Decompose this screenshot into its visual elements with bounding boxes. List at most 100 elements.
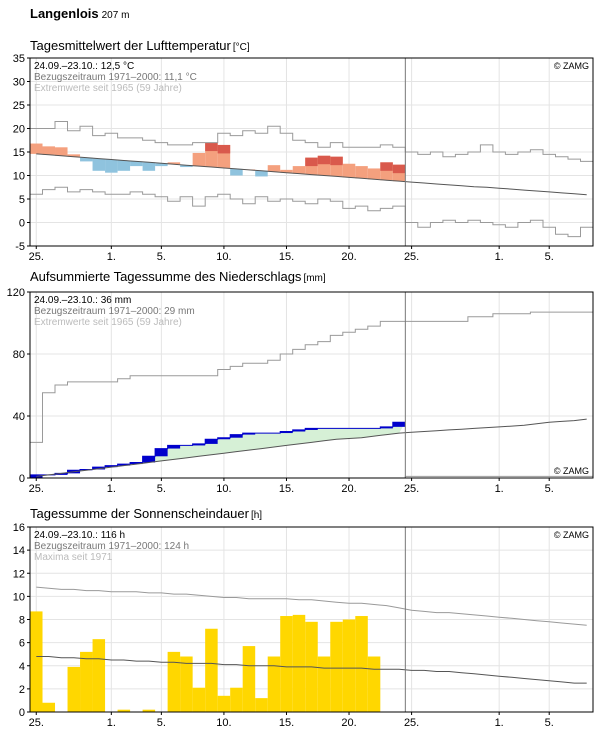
y-tick-label: 30 <box>13 77 25 89</box>
sunshine-bar <box>42 702 56 712</box>
precipitation-bar <box>117 464 131 466</box>
x-tick-label: 1. <box>107 251 116 263</box>
temperature-bar <box>230 168 243 176</box>
temperature-title-text: Tagesmittelwert der Lufttemperatur <box>30 38 231 53</box>
precipitation-bar <box>230 434 243 438</box>
y-tick-label: 4 <box>19 661 25 673</box>
sunshine-bar <box>367 656 381 712</box>
temperature-bar-extreme <box>305 157 318 167</box>
x-tick-label: 10. <box>216 483 231 495</box>
x-tick-label: 5. <box>545 483 554 495</box>
temperature-bar <box>267 165 281 172</box>
sunshine-bar <box>167 651 181 712</box>
legend-line: Bezugszeitraum 1971–2000: 124 h <box>34 541 189 552</box>
temperature-bar-extreme <box>392 164 406 174</box>
x-tick-label: 5. <box>545 717 554 729</box>
temperature-bar <box>280 169 293 173</box>
precipitation-bar <box>292 429 306 432</box>
precipitation-normal-line <box>36 418 587 477</box>
x-tick-label: 15. <box>279 251 294 263</box>
x-tick-label: 25. <box>404 251 419 263</box>
sunshine-unit: [h] <box>250 510 263 521</box>
precipitation-chart-title: Aufsummierte Tagessumme des Niederschlag… <box>30 269 326 284</box>
temperature-bar <box>342 163 356 178</box>
temperature-bar <box>255 170 268 177</box>
sunshine-bar <box>217 695 231 712</box>
precipitation-bar <box>105 465 118 468</box>
precipitation-bar <box>380 426 393 429</box>
y-tick-label: 2 <box>19 684 25 696</box>
temperature-bar <box>80 157 93 162</box>
station-altitude: 207 m <box>101 10 130 21</box>
temperature-bar-extreme <box>330 156 343 166</box>
legend-line: 24.09.–23.10.: 116 h <box>34 530 125 541</box>
x-tick-label: 20. <box>341 251 356 263</box>
precipitation-surplus-area <box>30 422 406 477</box>
credit-label: © ZAMG <box>554 466 589 476</box>
precipitation-bar <box>280 431 293 434</box>
temperature-bar <box>167 162 181 165</box>
plot-frame <box>29 291 594 479</box>
precipitation-bar <box>167 445 181 449</box>
sunshine-bar <box>267 656 281 712</box>
x-tick-label: 20. <box>341 717 356 729</box>
temperature-bar <box>130 161 143 167</box>
y-tick-label: 10 <box>13 591 25 603</box>
x-tick-label: 1. <box>107 483 116 495</box>
credit-label: © ZAMG <box>554 530 589 540</box>
station-name: Langenlois <box>30 6 99 21</box>
sunshine-normal-line <box>36 656 587 684</box>
temperature-unit: [°C] <box>232 42 250 53</box>
y-tick-label: 5 <box>19 194 25 206</box>
temperature-chart-title: Tagesmittelwert der Lufttemperatur [°C] <box>30 38 250 53</box>
temperature-bar <box>192 152 206 167</box>
sunshine-bar <box>230 687 243 712</box>
temperature-bar <box>355 166 368 179</box>
precipitation-bar <box>205 439 218 444</box>
precipitation-bar <box>242 433 256 435</box>
sunshine-bar <box>117 709 131 712</box>
x-tick-label: 1. <box>495 717 504 729</box>
y-tick-label: 20 <box>13 124 25 136</box>
temperature-bar <box>367 168 381 180</box>
sunshine-title-text: Tagessumme der Sonnenscheindauer <box>30 506 249 521</box>
temperature-bar <box>180 165 193 168</box>
precipitation-bar <box>305 428 318 430</box>
x-tick-label: 25. <box>29 717 44 729</box>
temperature-extreme-min-line <box>30 186 593 238</box>
temperature-bar <box>55 147 68 156</box>
y-tick-label: 12 <box>13 568 25 580</box>
y-tick-label: 80 <box>13 349 25 361</box>
precipitation-extreme-max-line <box>30 311 593 443</box>
temperature-bar-extreme <box>217 144 231 154</box>
x-tick-label: 15. <box>279 717 294 729</box>
temperature-bar-extreme <box>205 142 218 152</box>
x-tick-label: 25. <box>404 483 419 495</box>
y-tick-label: 15 <box>13 147 25 159</box>
y-tick-label: -5 <box>15 241 25 253</box>
y-tick-label: 0 <box>19 473 25 485</box>
temperature-bar <box>155 163 168 167</box>
precipitation-title-text: Aufsummierte Tagessumme des Niederschlag… <box>30 269 302 284</box>
y-tick-label: 6 <box>19 638 25 650</box>
sunshine-bar <box>292 614 306 712</box>
x-tick-label: 25. <box>29 483 44 495</box>
temperature-normal-line <box>36 153 587 196</box>
y-tick-label: 35 <box>13 53 25 65</box>
legend-line: Extremwerte seit 1965 (59 Jahre) <box>34 83 182 94</box>
y-tick-label: 0 <box>19 707 25 719</box>
legend-line: 24.09.–23.10.: 36 mm <box>34 295 131 306</box>
x-tick-label: 5. <box>157 251 166 263</box>
sunshine-bar <box>92 639 106 712</box>
y-tick-label: 16 <box>13 522 25 534</box>
precipitation-bar <box>392 422 406 427</box>
y-tick-label: 8 <box>19 615 25 627</box>
sunshine-bar <box>255 698 268 712</box>
sunshine-bar <box>355 616 368 712</box>
x-tick-label: 25. <box>29 251 44 263</box>
precipitation-bar <box>217 437 231 440</box>
temperature-bar <box>105 159 118 173</box>
x-tick-label: 10. <box>216 717 231 729</box>
